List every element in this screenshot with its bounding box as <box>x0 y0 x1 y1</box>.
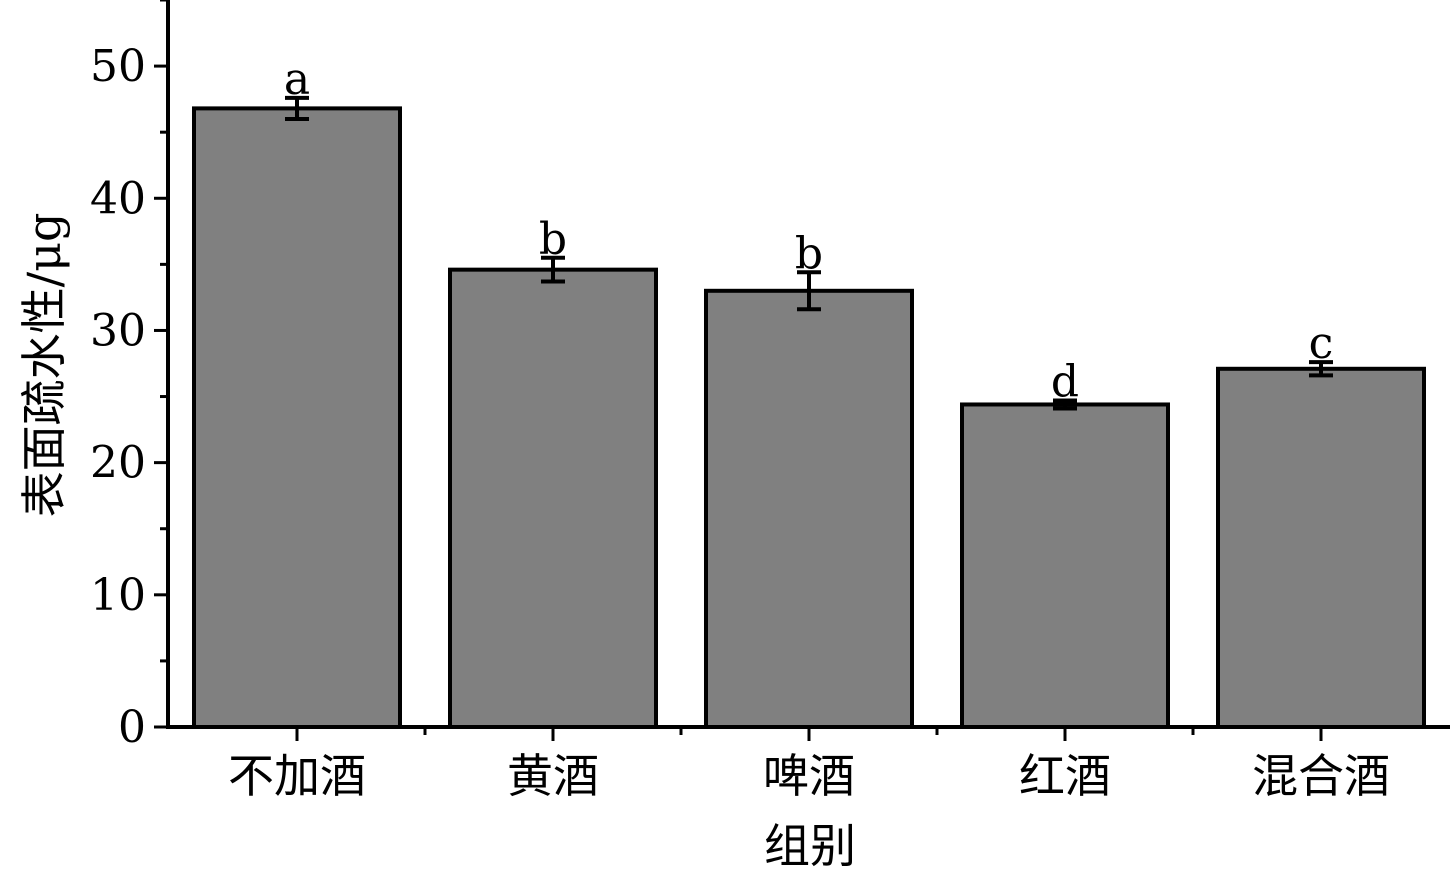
y-tick-label: 40 <box>90 173 146 224</box>
bar <box>448 267 658 729</box>
significance-label: d <box>1051 357 1079 408</box>
bar <box>1216 366 1426 729</box>
y-ticks-group: 0 10 20 30 40 50 <box>90 0 168 753</box>
significance-label: b <box>795 228 823 279</box>
significance-label: b <box>539 214 567 265</box>
x-axis-title: 组别 <box>764 819 856 871</box>
error-bar <box>285 95 309 121</box>
x-ticks-group: 不加酒 黄酒 啤酒 红酒 混合酒 <box>228 727 1390 803</box>
bar <box>960 402 1170 729</box>
y-tick-label: 50 <box>90 41 146 92</box>
bar <box>192 106 402 729</box>
significance-labels-group: a b b d c <box>284 54 1333 408</box>
bar <box>704 288 914 729</box>
x-category-label: 黄酒 <box>507 749 599 803</box>
significance-label: c <box>1309 318 1334 369</box>
y-tick-label: 20 <box>90 438 146 489</box>
x-category-label: 啤酒 <box>763 749 855 803</box>
x-category-label: 混合酒 <box>1252 749 1390 803</box>
y-tick-label: 10 <box>90 570 146 621</box>
y-tick-label: 30 <box>90 305 146 356</box>
x-category-label: 不加酒 <box>228 749 366 803</box>
significance-label: a <box>284 54 310 105</box>
error-bar <box>541 255 565 284</box>
error-bar <box>1309 360 1333 378</box>
bars-group <box>192 106 1426 729</box>
x-category-label: 红酒 <box>1019 749 1111 803</box>
y-tick-label: 0 <box>118 702 146 753</box>
error-bar <box>1053 398 1077 411</box>
y-axis-title: 表面疏水性/μg <box>17 213 71 518</box>
error-bars-group <box>285 95 1333 411</box>
error-bar <box>797 270 821 312</box>
